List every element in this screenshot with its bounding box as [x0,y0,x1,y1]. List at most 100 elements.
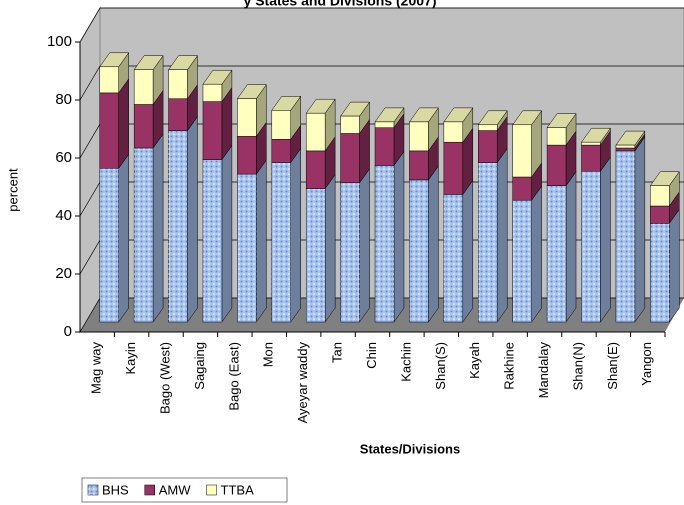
bar [443,121,464,143]
legend-swatch [144,484,155,496]
x-tick-label: Mag way [89,342,104,395]
bar [271,110,291,140]
bar-texture [478,162,498,322]
bar [650,205,670,224]
bar-side [187,115,198,323]
bar [133,69,154,105]
x-axis-label: States/Divisions [360,441,460,456]
bar-side [393,150,405,323]
x-tick-label: Kayin [123,342,138,375]
bar-texture [615,150,635,322]
bar-side [290,147,301,323]
y-tick-label: 20 [55,265,72,282]
x-tick-label: Shan(S) [433,342,448,390]
bar-texture [202,159,222,322]
legend-label: AMW [159,482,192,497]
bar [237,136,257,175]
x-tick-label: Ayeyar waddy [295,342,310,424]
bar-side [634,136,646,323]
bar [340,115,360,134]
y-tick-label: 60 [55,149,72,166]
legend-label: TTBA [221,482,255,497]
bar [168,69,188,99]
bar-side [462,179,474,323]
bar-side [496,147,508,323]
bar [546,144,567,186]
bar-side [118,153,129,323]
chart-title: y States and Divisions (2007) [244,0,437,9]
bar-side [152,133,164,323]
grid-line [79,123,101,159]
bar-texture [340,182,360,322]
grid-line [79,297,101,333]
bar-texture [409,179,429,322]
bar-side [256,159,267,323]
bar [374,121,395,128]
x-tick-label: Kachin [398,342,413,382]
legend-swatch-texture [88,485,98,495]
grid-line [79,239,101,275]
x-tick-label: Chin [364,342,379,369]
x-tick-label: Shan(N) [570,342,585,390]
bar-side [324,173,336,323]
bar-texture [547,185,567,322]
x-tick-label: Mandalay [536,342,551,399]
bar-texture [306,188,326,322]
bar [615,147,636,152]
bar-side [118,78,129,170]
bar-texture [512,200,532,322]
bar [202,101,223,160]
bar-texture [375,165,394,322]
x-tick-label: Mon [261,342,276,367]
bar [168,98,188,131]
bar [478,130,498,163]
bar-texture [650,223,670,322]
bar [133,104,154,149]
bar-texture [168,130,188,322]
y-tick-label: 80 [55,91,72,108]
bar-side [531,185,542,323]
bar [512,124,532,178]
y-tick-label: 40 [55,207,72,224]
bar [202,83,223,102]
bar-texture [271,162,291,322]
bar [581,144,601,172]
bar [443,141,464,195]
bar [615,144,636,149]
bar [99,92,119,169]
bar [650,185,670,207]
grid-line [79,181,101,217]
x-tick-label: Yangon [639,342,654,386]
bar [546,127,567,146]
bar-texture [99,168,119,322]
bar-side [565,170,577,323]
x-tick-label: Shan(E) [605,342,620,390]
bar [305,150,326,189]
bar [581,141,601,146]
bar [340,133,360,184]
bar [374,127,395,166]
bar-texture [134,148,154,322]
bar-texture [443,194,463,322]
bar [99,66,119,94]
legend-box [81,477,288,503]
bar [237,98,257,137]
bar [409,150,429,181]
x-tick-label: Bago (East) [226,342,241,411]
bar-side [428,165,439,323]
bar-texture [237,174,257,322]
legend-label: BHS [102,482,129,497]
grid-line [79,65,101,101]
bar-side [669,208,680,323]
x-tick-label: Bago (West) [157,342,172,414]
x-tick-label: Tan [330,342,345,363]
bar [305,112,326,152]
bar-texture [581,171,601,322]
grid-line [79,7,101,43]
side-wall [79,6,101,334]
x-tick-label: Sagaing [192,342,207,390]
bar [271,139,291,163]
x-tick-label: Kayah [467,342,482,379]
bar [409,121,429,152]
